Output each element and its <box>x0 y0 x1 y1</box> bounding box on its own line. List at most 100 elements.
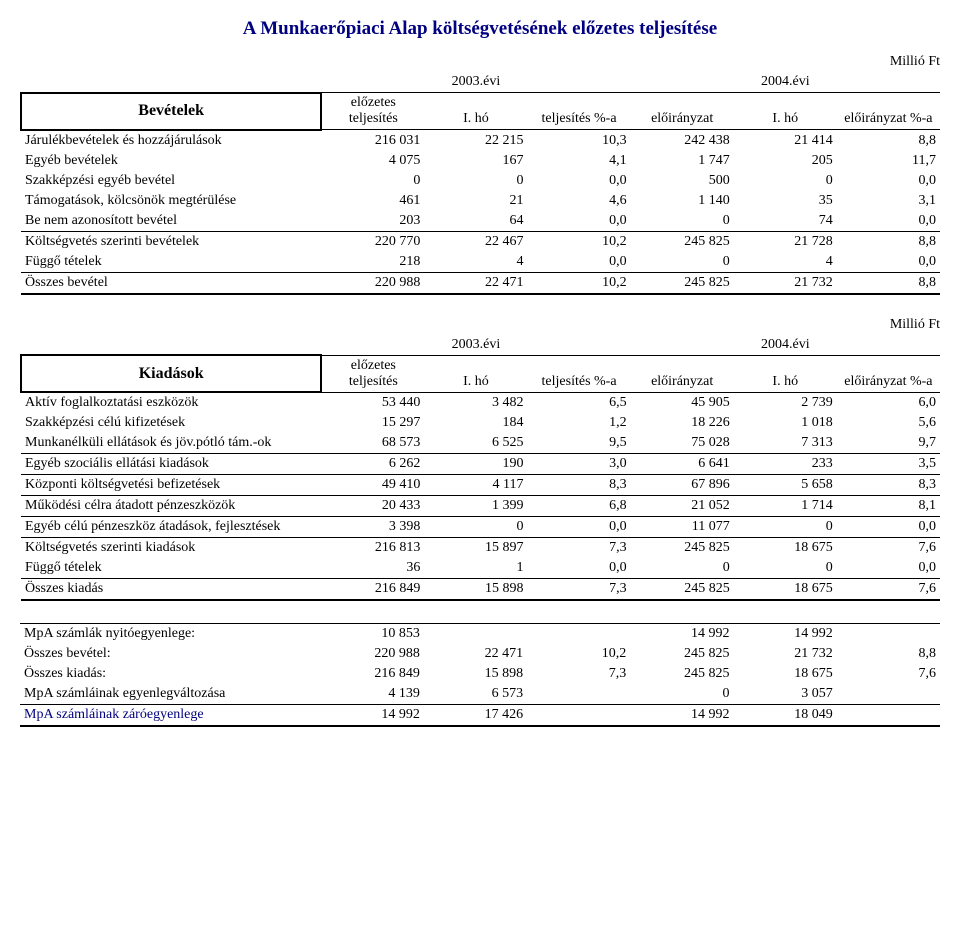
table-row: Függő tételek 218 4 0,0 0 4 0,0 <box>21 252 940 273</box>
cell: 22 471 <box>424 272 527 294</box>
table-row: Egyéb szociális ellátási kiadások 6 262 … <box>21 454 940 475</box>
cell: 203 <box>321 211 424 232</box>
cell <box>527 684 630 705</box>
cell: 0,0 <box>527 517 630 538</box>
col-header: előirányzat %-a <box>837 93 940 130</box>
cell: 6 641 <box>631 454 734 475</box>
table-row: Munkanélküli ellátások és jöv.pótló tám.… <box>21 433 940 454</box>
cell <box>837 684 940 705</box>
table-row: Költségvetés szerinti bevételek 220 770 … <box>21 231 940 252</box>
cell: 216 849 <box>321 579 424 601</box>
cell: 1 <box>424 558 527 579</box>
row-label: Be nem azonosított bevétel <box>21 211 321 232</box>
row-label: MpA számláinak záróegyenlege <box>20 705 321 727</box>
cell: 22 467 <box>424 231 527 252</box>
cell: 4,1 <box>527 151 630 171</box>
cell: 21 052 <box>631 496 734 517</box>
row-label: Egyéb bevételek <box>21 151 321 171</box>
cell: 7,6 <box>837 579 940 601</box>
table-row: Összes bevétel: 220 988 22 471 10,2 245 … <box>20 644 940 664</box>
cell: 0 <box>424 517 527 538</box>
cell: 18 675 <box>734 579 837 601</box>
cell: 18 049 <box>734 705 837 727</box>
cell: 7,6 <box>837 664 940 684</box>
row-label: Összes kiadás: <box>20 664 321 684</box>
cell: 68 573 <box>321 433 424 454</box>
row-label: MpA számláinak egyenlegváltozása <box>20 684 321 705</box>
table-row: Be nem azonosított bevétel 203 64 0,0 0 … <box>21 211 940 232</box>
cell: 0 <box>321 171 424 191</box>
cell: 8,3 <box>527 475 630 496</box>
cell: 0 <box>631 211 734 232</box>
cell: 8,8 <box>837 644 940 664</box>
cell: 0,0 <box>527 211 630 232</box>
cell: 1 018 <box>734 413 837 433</box>
cell: 0 <box>424 171 527 191</box>
cell: 0 <box>734 558 837 579</box>
col-header: előzetes teljesítés <box>321 355 424 392</box>
col-header: teljesítés %-a <box>527 93 630 130</box>
cell: 1 399 <box>424 496 527 517</box>
cell: 20 433 <box>321 496 424 517</box>
cell: 9,7 <box>837 433 940 454</box>
cell <box>424 624 527 645</box>
cell: 245 825 <box>631 538 734 559</box>
table-row: Egyéb célú pénzeszköz átadások, fejleszt… <box>21 517 940 538</box>
cell: 245 825 <box>631 579 734 601</box>
cell: 22 215 <box>424 130 527 151</box>
cell: 4 075 <box>321 151 424 171</box>
cell: 75 028 <box>631 433 734 454</box>
cell: 220 770 <box>321 231 424 252</box>
cell: 35 <box>734 191 837 211</box>
cell: 15 898 <box>424 664 527 684</box>
unit-label-2: Millió Ft <box>20 317 940 333</box>
table-row: Szakképzési egyéb bevétel 0 0 0,0 500 0 … <box>21 171 940 191</box>
cell: 21 414 <box>734 130 837 151</box>
row-label: Összes bevétel: <box>20 644 321 664</box>
row-label: Támogatások, kölcsönök megtérülése <box>21 191 321 211</box>
cell: 0,0 <box>527 558 630 579</box>
cell: 4,6 <box>527 191 630 211</box>
table-row: Szakképzési célú kifizetések 15 297 184 … <box>21 413 940 433</box>
cell: 1,2 <box>527 413 630 433</box>
cell: 3 398 <box>321 517 424 538</box>
cell: 233 <box>734 454 837 475</box>
cell <box>527 705 630 727</box>
table-row: Összes bevétel 220 988 22 471 10,2 245 8… <box>21 272 940 294</box>
row-label: Költségvetés szerinti bevételek <box>21 231 321 252</box>
page-title: A Munkaerőpiaci Alap költségvetésének el… <box>20 18 940 40</box>
cell: 0,0 <box>837 252 940 273</box>
row-label: Járulékbevételek és hozzájárulások <box>21 130 321 151</box>
row-label: Munkanélküli ellátások és jöv.pótló tám.… <box>21 433 321 454</box>
col-header: I. hó <box>424 93 527 130</box>
col-header: I. hó <box>424 355 527 392</box>
cell: 245 825 <box>630 644 733 664</box>
col-header: teljesítés %-a <box>527 355 630 392</box>
cell: 11,7 <box>837 151 940 171</box>
table-row: MpA számláinak záróegyenlege 14 992 17 4… <box>20 705 940 727</box>
cell: 49 410 <box>321 475 424 496</box>
cell: 7,3 <box>527 664 630 684</box>
col-header: I. hó <box>734 93 837 130</box>
cell: 14 992 <box>630 624 733 645</box>
year-2004-header: 2004.évi <box>631 72 940 93</box>
cell: 8,8 <box>837 130 940 151</box>
row-label: Függő tételek <box>21 558 321 579</box>
cell: 1 714 <box>734 496 837 517</box>
cell: 4 <box>424 252 527 273</box>
cell: 6,5 <box>527 392 630 413</box>
cell: 8,1 <box>837 496 940 517</box>
cell <box>837 624 940 645</box>
cell: 21 728 <box>734 231 837 252</box>
cell: 0 <box>734 517 837 538</box>
cell: 220 988 <box>321 644 424 664</box>
row-label: Összes kiadás <box>21 579 321 601</box>
cell: 6 573 <box>424 684 527 705</box>
unit-label-1: Millió Ft <box>20 54 940 70</box>
table-row: Járulékbevételek és hozzájárulások 216 0… <box>21 130 940 151</box>
cell: 3 482 <box>424 392 527 413</box>
row-label: Összes bevétel <box>21 272 321 294</box>
cell: 167 <box>424 151 527 171</box>
cell: 4 139 <box>321 684 424 705</box>
table-row: Függő tételek 36 1 0,0 0 0 0,0 <box>21 558 940 579</box>
